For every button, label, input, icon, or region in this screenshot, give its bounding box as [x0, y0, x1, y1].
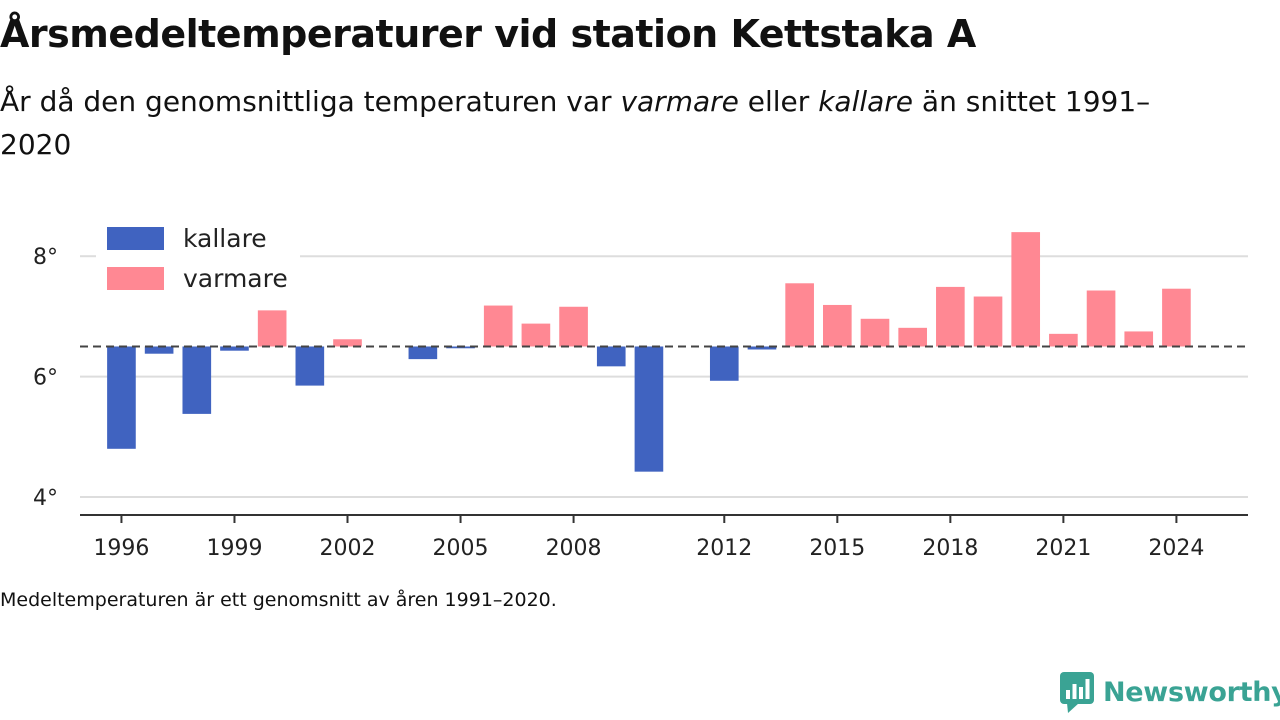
bar-1998 — [182, 346, 212, 414]
bar-2014 — [785, 283, 814, 347]
bar-2002 — [333, 339, 362, 347]
bar-2016 — [860, 318, 890, 347]
x-tick-label: 2002 — [320, 536, 376, 561]
y-tick-label: 4° — [33, 486, 58, 511]
x-axis-ticks: 1996 1999 2002 2005 2008 2012 2015 2018 2021 2024 — [93, 515, 1204, 561]
y-tick-label: 8° — [33, 245, 58, 270]
subtitle-text-1: År då den genomsnittliga temperaturen va… — [0, 85, 621, 118]
legend: kallare varmare — [107, 224, 288, 293]
bars — [107, 232, 1191, 472]
x-tick-label: 2005 — [433, 536, 489, 561]
footnote: Medeltemperaturen är ett genomsnitt av å… — [0, 589, 557, 611]
bar-2000 — [257, 310, 287, 347]
subtitle-text-2: eller — [738, 85, 819, 118]
brand-name: Newsworthy — [1103, 676, 1280, 708]
x-tick-label: 2018 — [922, 536, 978, 561]
bar-2007 — [521, 323, 551, 347]
x-tick-label: 2008 — [546, 536, 602, 561]
bar-2001 — [295, 346, 325, 386]
bar-2020 — [1011, 232, 1041, 347]
bar-2021 — [1049, 333, 1078, 347]
bar-2009 — [596, 346, 626, 367]
subtitle-cold-word: kallare — [818, 85, 914, 118]
bar-2024 — [1162, 288, 1191, 347]
y-axis-ticks: 4° 6° 8° — [33, 245, 58, 511]
chart-title: Årsmedeltemperaturer vid station Kettsta… — [0, 12, 976, 56]
x-tick-label: 2024 — [1148, 536, 1204, 561]
chart-subtitle: År då den genomsnittliga temperaturen va… — [0, 80, 1200, 166]
x-tick-label: 1999 — [206, 536, 262, 561]
subtitle-text-3: än snittet 1991–2020 — [0, 85, 1151, 161]
bar-1996 — [107, 346, 136, 449]
bar-2018 — [936, 286, 965, 347]
bar-2012 — [709, 346, 739, 381]
bar-2013 — [747, 346, 777, 350]
bar-chart: 4° 6° 8° 1996 1999 2002 2005 2008 2012 2015 2018 2… — [33, 224, 1248, 561]
bar-2008 — [559, 306, 588, 347]
legend-label-kallare: kallare — [183, 224, 267, 253]
legend-label-varmare: varmare — [183, 264, 288, 293]
bar-2010 — [634, 346, 664, 472]
bar-2022 — [1086, 290, 1116, 347]
x-tick-label: 2015 — [809, 536, 865, 561]
bar-2023 — [1124, 331, 1154, 347]
gridlines — [80, 255, 1248, 498]
x-tick-label: 2012 — [696, 536, 752, 561]
bar-2015 — [822, 304, 852, 347]
legend-swatch-kallare — [107, 227, 164, 250]
x-tick-label: 1996 — [93, 536, 149, 561]
bar-2017 — [898, 327, 927, 347]
bar-2006 — [483, 305, 513, 347]
bar-2004 — [408, 346, 438, 360]
bar-2019 — [973, 296, 1003, 347]
legend-swatch-varmare — [107, 267, 164, 290]
bar-1997 — [144, 346, 174, 354]
bar-1999 — [220, 346, 249, 351]
newsworthy-chart-bubble-icon — [1060, 672, 1094, 713]
x-tick-label: 2021 — [1035, 536, 1091, 561]
y-tick-label: 6° — [33, 366, 58, 391]
subtitle-warm-word: varmare — [620, 85, 739, 118]
brand-logo: Newsworthy — [1059, 670, 1280, 714]
